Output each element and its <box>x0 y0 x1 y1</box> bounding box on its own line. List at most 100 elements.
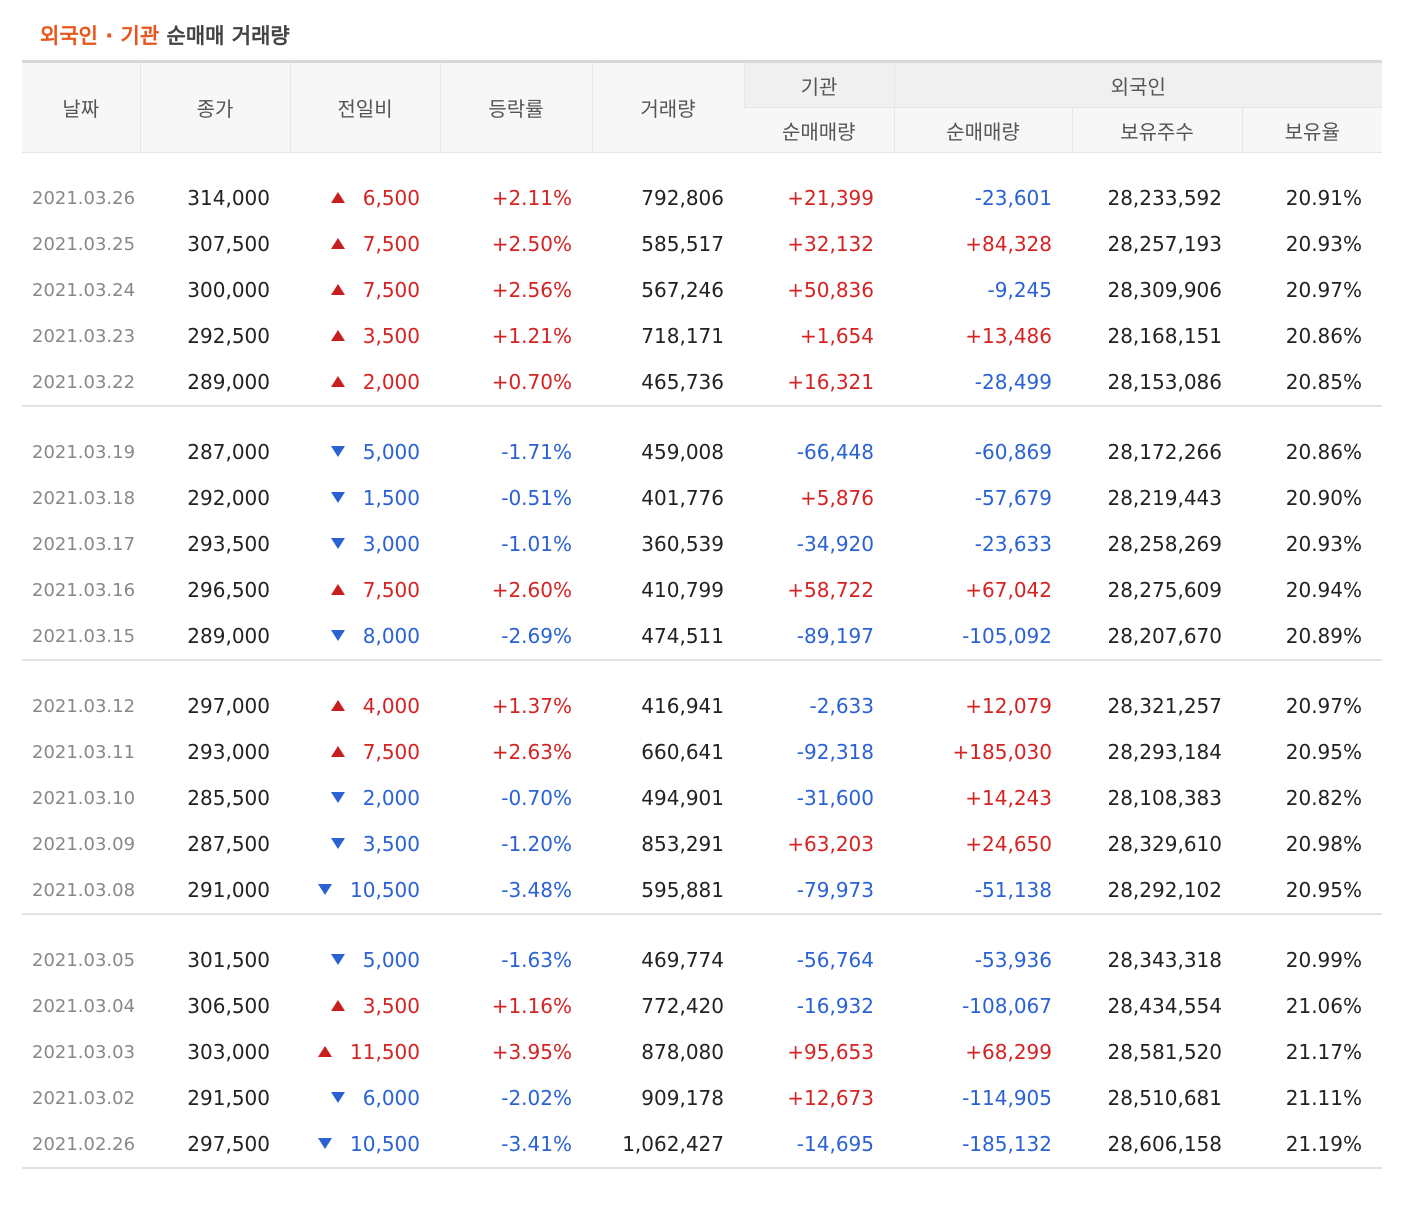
change-value: 3,500 <box>362 994 420 1018</box>
volume-cell: 1,062,427 <box>592 1121 744 1169</box>
close-cell: 314,000 <box>187 186 270 210</box>
foreign-net-cell: -23,601 <box>974 186 1052 210</box>
rate-cell: -0.51% <box>501 486 572 510</box>
foreign-shares-cell: 28,293,184 <box>1107 740 1222 764</box>
change-value: 5,000 <box>362 440 420 464</box>
close-cell: 285,500 <box>187 786 270 810</box>
rate-cell: +1.16% <box>491 994 572 1018</box>
date-cell: 2021.03.26 <box>32 187 136 209</box>
foreign-net-cell: -105,092 <box>894 613 1072 661</box>
foreign-shares-cell: 28,510,681 <box>1107 1086 1222 1110</box>
rate-cell: +2.50% <box>491 232 572 256</box>
triangle-down-icon <box>330 1092 345 1103</box>
volume-cell: 792,806 <box>641 186 724 210</box>
foreign-shares-cell: 28,219,443 <box>1107 486 1222 510</box>
table-row: 2021.03.24 300,000 7,500 +2.56% 567,246 +50,8… <box>22 267 1382 313</box>
table-row: 2021.03.04 306,500 3,500 +1.16% 772,420 -16,9… <box>22 983 1382 1029</box>
change-cell: 1,500 <box>290 475 440 521</box>
change-value: 3,500 <box>362 832 420 856</box>
volume-cell: 772,420 <box>641 994 724 1018</box>
date-cell: 2021.03.22 <box>22 359 140 407</box>
change-value: 3,000 <box>362 532 420 556</box>
institution-net-cell: -79,973 <box>744 867 894 915</box>
foreign-shares-cell: 28,581,520 <box>1107 1040 1222 1064</box>
header-date: 날짜 <box>22 60 140 153</box>
foreign-ratio-cell: 21.11% <box>1285 1086 1363 1110</box>
foreign-ratio-cell: 20.97% <box>1285 278 1363 302</box>
table-body: 2021.03.26 314,000 6,500 +2.11% 792,806 +21,3… <box>22 153 1383 1169</box>
foreign-ratio-cell: 20.93% <box>1285 232 1363 256</box>
group-spacer <box>22 153 1382 176</box>
triangle-down-icon <box>330 492 345 503</box>
date-cell: 2021.03.19 <box>32 441 136 463</box>
table-row: 2021.03.03 303,000 11,500 +3.95% 878,080 +95,… <box>22 1029 1382 1075</box>
change-value: 7,500 <box>362 578 420 602</box>
foreign-shares-cell: 28,275,609 <box>1107 578 1222 602</box>
header-change: 전일비 <box>289 60 440 153</box>
rate-cell: -1.71% <box>501 440 572 464</box>
foreign-net-cell: +24,650 <box>965 832 1052 856</box>
change-cell: 2,000 <box>290 359 440 407</box>
foreign-ratio-cell: 20.95% <box>1242 867 1383 915</box>
institution-net-cell: +5,876 <box>799 486 874 510</box>
rate-cell: -2.69% <box>440 613 592 661</box>
volume-cell: 595,881 <box>592 867 744 915</box>
foreign-ratio-cell: 20.85% <box>1242 359 1383 407</box>
date-cell: 2021.03.03 <box>32 1041 136 1063</box>
foreign-shares-cell: 28,168,151 <box>1107 324 1222 348</box>
institution-net-cell: +16,321 <box>744 359 894 407</box>
change-value: 7,500 <box>362 740 420 764</box>
table-row: 2021.03.16 296,500 7,500 +2.60% 410,799 +58,7… <box>22 567 1382 613</box>
rate-cell: +3.95% <box>491 1040 572 1064</box>
date-cell: 2021.03.05 <box>32 949 136 971</box>
close-cell: 303,000 <box>187 1040 270 1064</box>
close-cell: 293,500 <box>187 532 270 556</box>
foreign-shares-cell: 28,172,266 <box>1107 440 1222 464</box>
rate-cell: +1.21% <box>491 324 572 348</box>
foreign-net-cell: -114,905 <box>962 1086 1052 1110</box>
change-cell: 6,000 <box>290 1075 440 1121</box>
change-value: 2,000 <box>362 786 420 810</box>
foreign-ratio-cell: 20.99% <box>1285 948 1363 972</box>
table-row: 2021.03.10 285,500 2,000 -0.70% 494,901 -31,6… <box>22 775 1382 821</box>
foreign-shares-cell: 28,207,670 <box>1072 613 1242 661</box>
change-cell: 5,000 <box>290 937 440 983</box>
foreign-net-cell: -57,679 <box>974 486 1052 510</box>
change-cell: 3,000 <box>290 521 440 567</box>
volume-cell: 878,080 <box>641 1040 724 1064</box>
foreign-ratio-cell: 21.19% <box>1242 1121 1383 1169</box>
header-foreign-net: 순매매량 <box>893 107 1072 153</box>
change-cell: 4,000 <box>290 683 440 729</box>
close-cell: 292,000 <box>187 486 270 510</box>
change-cell: 3,500 <box>290 313 440 359</box>
close-cell: 297,000 <box>187 694 270 718</box>
table-row: 2021.03.08 291,000 10,500 -3.48% 595,881 -79,… <box>22 867 1383 915</box>
table-row: 2021.03.05 301,500 5,000 -1.63% 469,774 -56,7… <box>22 937 1382 983</box>
date-cell: 2021.03.08 <box>22 867 140 915</box>
investor-trading-table: 날짜 종가 전일비 등락률 거래량 기관 외국인 순매매량 순매매량 보유주수 … <box>22 60 1383 1169</box>
triangle-up-icon <box>330 192 345 203</box>
change-value: 7,500 <box>362 232 420 256</box>
volume-cell: 909,178 <box>641 1086 724 1110</box>
triangle-up-icon <box>330 700 345 711</box>
table-row: 2021.03.17 293,500 3,000 -1.01% 360,539 -34,9… <box>22 521 1382 567</box>
header-close: 종가 <box>139 60 290 153</box>
foreign-net-cell: -60,869 <box>974 440 1052 464</box>
volume-cell: 660,641 <box>641 740 724 764</box>
rate-cell: +2.63% <box>491 740 572 764</box>
institution-net-cell: -66,448 <box>796 440 874 464</box>
triangle-up-icon <box>330 284 345 295</box>
change-value: 4,000 <box>362 694 420 718</box>
triangle-down-icon <box>330 838 345 849</box>
triangle-up-icon <box>330 330 345 341</box>
close-cell: 287,500 <box>187 832 270 856</box>
triangle-down-icon <box>330 538 345 549</box>
table-row: 2021.03.11 293,000 7,500 +2.63% 660,641 -92,3… <box>22 729 1382 775</box>
change-cell: 7,500 <box>290 567 440 613</box>
triangle-up-icon <box>330 584 345 595</box>
close-cell: 297,500 <box>140 1121 290 1169</box>
triangle-down-icon <box>330 792 345 803</box>
foreign-shares-cell: 28,434,554 <box>1107 994 1222 1018</box>
date-cell: 2021.03.17 <box>32 533 136 555</box>
change-cell: 2,000 <box>290 775 440 821</box>
